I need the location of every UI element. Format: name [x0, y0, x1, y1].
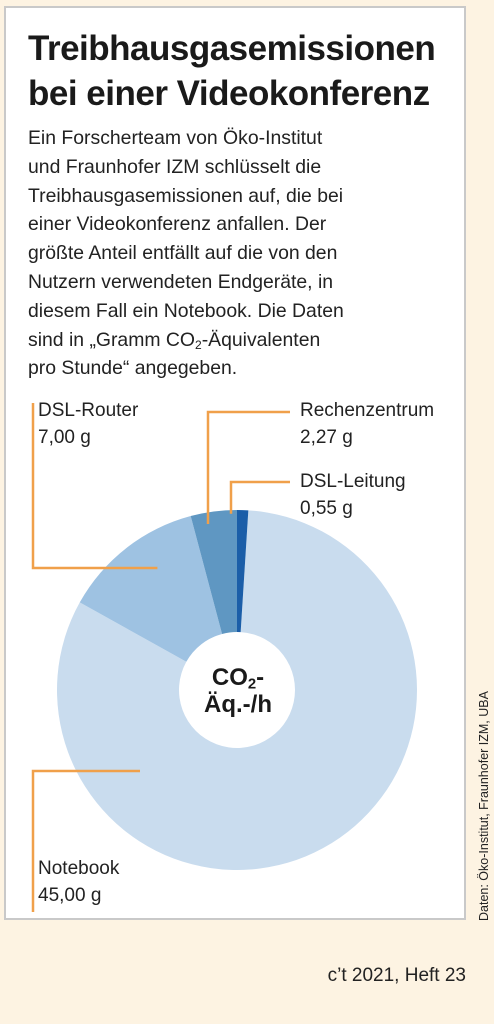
- data-source: Daten: Öko-Institut, Fraunhofer IZM, UBA: [477, 691, 491, 921]
- intro-line: Ein Forscherteam von Öko-Institut: [28, 127, 323, 149]
- intro-line: größte Anteil entfällt auf die von den: [28, 242, 338, 265]
- donut-center-label: CO2- Äq.-/h: [170, 664, 306, 718]
- leader-line-notebook: [31, 769, 140, 912]
- slice-notebook: [56, 510, 417, 870]
- slice-name: Notebook: [38, 858, 120, 879]
- slice-name: DSL-Leitung: [300, 471, 406, 492]
- publication-credit: c’t 2021, Heft 23: [327, 965, 466, 986]
- center-co2-subscript: 2: [247, 676, 257, 693]
- center-dash: -: [256, 664, 265, 691]
- leader-line-rechenzentrum: [206, 410, 290, 525]
- slice-value: 45,00 g: [38, 885, 102, 906]
- intro-line: einer Videokonferenz anfallen. Der: [28, 213, 327, 236]
- intro-line: pro Stunde“ angegeben.: [28, 357, 238, 380]
- co2-subscript: 2: [195, 337, 202, 352]
- intro-text: Ein Forscherteam von Öko-Institut und Fr…: [28, 124, 458, 383]
- label-dsl-router: DSL-Router 7,00 g: [38, 397, 138, 451]
- slice-value: 7,00 g: [38, 427, 91, 448]
- title-line: Treibhausgasemissionen: [28, 29, 436, 68]
- intro-line-part: -Äquivalenten: [201, 328, 321, 351]
- slice-dsl-router: [79, 516, 223, 662]
- intro-line: sind in „Gramm CO2-Äquivalenten: [28, 326, 458, 355]
- slice-name: DSL-Router: [38, 400, 139, 421]
- label-dsl-leitung: DSL-Leitung 0,55 g: [300, 468, 406, 522]
- slice-name: Rechenzentrum: [300, 400, 435, 421]
- intro-line: diesem Fall ein Notebook. Die Daten: [28, 299, 344, 322]
- intro-line: Nutzern verwendeten Endgeräte, in: [28, 270, 334, 293]
- intro-line-part: sind in „Gramm CO: [28, 328, 195, 351]
- slice-value: 2,27 g: [300, 427, 353, 448]
- chart-title: Treibhausgasemissionen bei einer Videoko…: [28, 26, 458, 116]
- center-unit-line1: CO2-: [170, 664, 306, 693]
- slice-value: 0,55 g: [300, 498, 353, 519]
- slice-dsl-leitung: [237, 510, 249, 633]
- center-unit-line2: Äq.-/h: [204, 691, 272, 718]
- label-rechenzentrum: Rechenzentrum 2,27 g: [300, 397, 434, 451]
- leader-line-dsl-leitung: [229, 480, 290, 514]
- intro-line: Treibhausgasemissionen auf, die bei: [28, 184, 344, 207]
- leader-line-dsl-router: [31, 403, 158, 570]
- intro-line: und Fraunhofer IZM schlüsselt die: [28, 155, 322, 178]
- label-notebook: Notebook 45,00 g: [38, 855, 119, 909]
- slice-rechenzentrum: [190, 510, 237, 634]
- center-co: CO: [211, 664, 248, 691]
- title-line: bei einer Videokonferenz: [28, 74, 430, 113]
